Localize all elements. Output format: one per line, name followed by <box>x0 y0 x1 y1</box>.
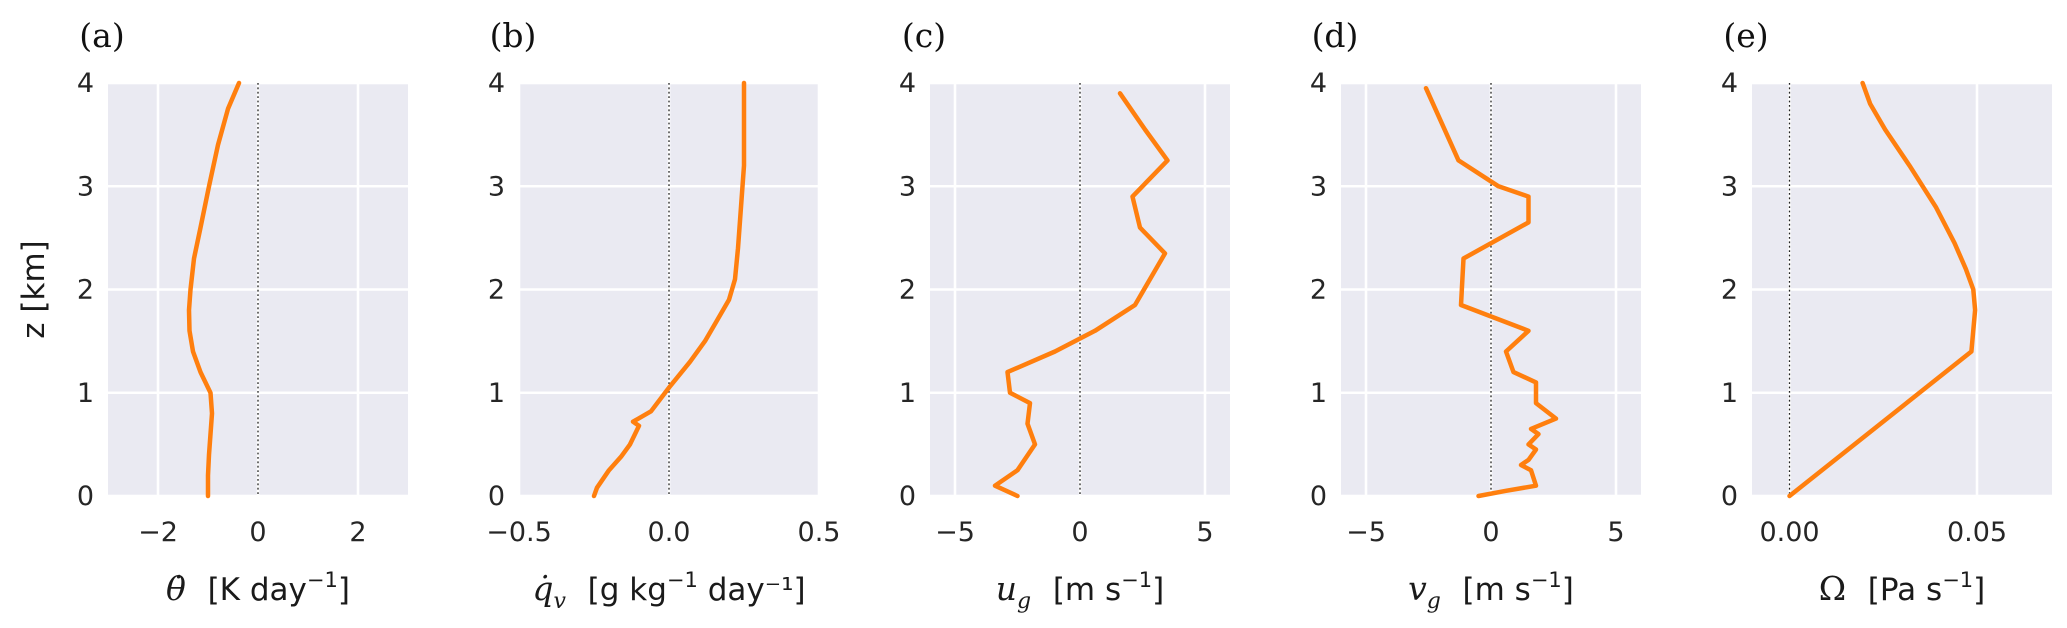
x-tick-label: 0 <box>1071 517 1088 548</box>
profile-line <box>1423 85 1559 499</box>
x-axis-unit-end: ] <box>1973 572 1985 608</box>
x-axis-unit-end: ] <box>338 572 350 608</box>
y-tick-label: 2 <box>1721 275 1738 306</box>
x-axis-superscript: −1 <box>667 568 698 592</box>
x-axis-subscript: g <box>1017 589 1031 614</box>
y-tick-label: 4 <box>488 68 505 99</box>
x-axis-superscript: −1 <box>1531 568 1562 592</box>
x-axis-unit: [Pa s <box>1846 572 1942 608</box>
y-tick-label: 3 <box>77 171 94 202</box>
panel-e: 0 1 2 3 4 0.00 0.05 (e) Ω [Pa s−1] <box>1721 16 2052 608</box>
x-axis-label: Ω [Pa s−1] <box>1819 568 1986 608</box>
x-axis-symbol: u <box>996 569 1017 608</box>
x-tick-label: 5 <box>1607 517 1624 548</box>
panel-label: (a) <box>79 16 124 55</box>
x-tick-label: 2 <box>349 517 366 548</box>
x-axis-symbol: Ω <box>1819 569 1846 608</box>
x-tick-label: −2 <box>138 517 178 548</box>
y-axis-label: z [km] <box>16 240 52 338</box>
x-axis-symbol: v <box>1408 569 1427 608</box>
y-tick-label: 3 <box>899 171 916 202</box>
y-tick-label: 0 <box>899 481 916 512</box>
y-tick-label: 0 <box>77 481 94 512</box>
y-tick-label: 1 <box>1721 378 1738 409</box>
profile-line <box>591 80 747 499</box>
y-tick-label: 2 <box>899 275 916 306</box>
y-tick-label: 4 <box>1310 68 1327 99</box>
y-tick-label: 1 <box>899 378 916 409</box>
x-tick-label: 0.0 <box>648 517 691 548</box>
panel-a: 0 1 2 3 4 −2 0 2 (a) θ̇ [K day−1] <box>77 16 408 608</box>
x-axis-unit-end: ] <box>1562 572 1574 608</box>
x-axis-unit: [g kg <box>566 572 667 608</box>
panel-label: (c) <box>902 16 946 55</box>
x-axis-label: ug [m s−1] <box>996 568 1164 614</box>
y-tick-label: 3 <box>1310 171 1327 202</box>
profile-line <box>186 80 242 499</box>
panel-b: 0 1 2 3 4 −0.5 0.0 0.5 (b) q̇v [g kg−1 day⁻¹] <box>486 16 840 614</box>
y-tick-label: 1 <box>1310 378 1327 409</box>
y-tick-label: 4 <box>77 68 94 99</box>
panel-d: 0 1 2 3 4 −5 0 5 (d) vg [m s−1] <box>1310 16 1641 614</box>
y-tick-label: 3 <box>1721 171 1738 202</box>
y-tick-label: 0 <box>488 481 505 512</box>
panel-label: (e) <box>1723 16 1768 55</box>
x-axis-superscript: −1 <box>307 568 338 592</box>
profile-line <box>992 91 1170 499</box>
y-tick-label: 2 <box>488 275 505 306</box>
x-tick-label: −0.5 <box>486 517 552 548</box>
x-tick-label: 0.05 <box>1947 517 2007 548</box>
x-axis-subscript: v <box>554 589 567 614</box>
x-axis-label: q̇v [g kg−1 day⁻¹] <box>532 568 805 614</box>
x-tick-label: 0.00 <box>1759 517 1819 548</box>
y-tick-label: 0 <box>1721 481 1738 512</box>
y-tick-label: 0 <box>1310 481 1327 512</box>
x-tick-label: −5 <box>935 517 975 548</box>
x-axis-subscript: g <box>1427 589 1441 614</box>
y-tick-label: 2 <box>77 275 94 306</box>
x-tick-label: −5 <box>1346 517 1386 548</box>
x-axis-label: θ̇ [K day−1] <box>166 568 350 608</box>
x-axis-unit: [m s <box>1031 572 1121 608</box>
y-tick-label: 4 <box>899 68 916 99</box>
x-tick-label: 0 <box>1482 517 1499 548</box>
y-tick-label: 1 <box>488 378 505 409</box>
x-axis-unit: [K day <box>186 572 307 608</box>
x-axis-symbol: q̇ <box>532 569 553 608</box>
x-axis-unit: [m s <box>1441 572 1531 608</box>
x-axis-unit-end: ] <box>1152 572 1164 608</box>
x-tick-label: 0 <box>249 517 266 548</box>
x-axis-superscript: −1 <box>1942 568 1973 592</box>
y-tick-label: 2 <box>1310 275 1327 306</box>
panel-label: (d) <box>1312 16 1359 55</box>
x-axis-superscript: −1 <box>1121 568 1152 592</box>
x-axis-unit-end: day⁻¹] <box>698 572 806 608</box>
y-tick-label: 3 <box>488 171 505 202</box>
panel-c: 0 1 2 3 4 −5 0 5 (c) ug [m s−1] <box>899 16 1230 614</box>
x-axis-label: vg [m s−1] <box>1408 568 1574 614</box>
x-tick-label: 0.5 <box>798 517 841 548</box>
panel-label: (b) <box>490 16 537 55</box>
x-axis-symbol: θ̇ <box>166 569 186 608</box>
y-tick-label: 1 <box>77 378 94 409</box>
x-tick-label: 5 <box>1196 517 1213 548</box>
y-tick-label: 4 <box>1721 68 1738 99</box>
profile-line <box>1787 80 1978 499</box>
